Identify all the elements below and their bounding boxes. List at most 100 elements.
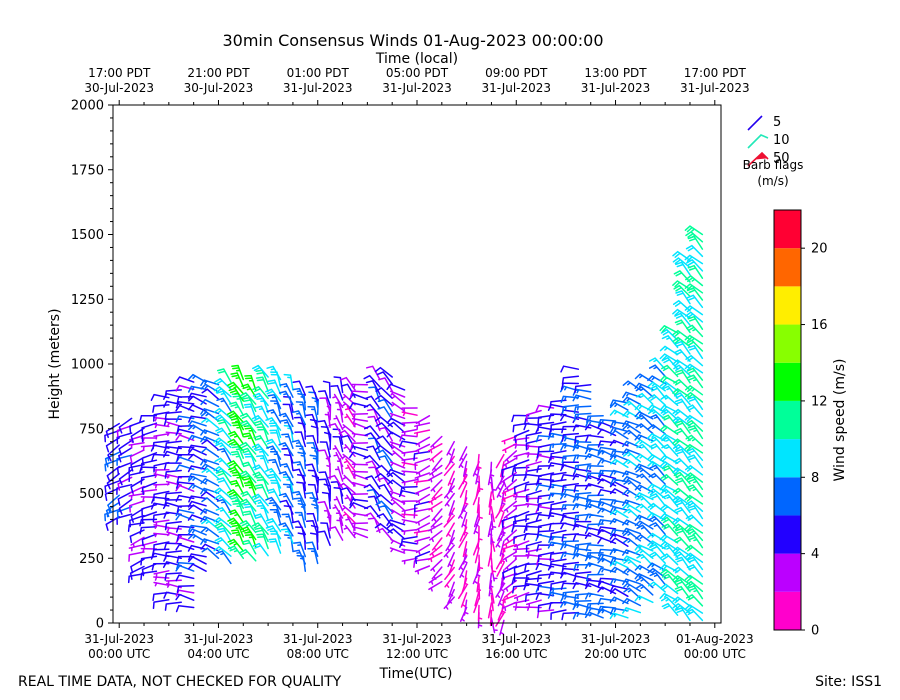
wind-barb: [661, 444, 679, 457]
wind-barb: [229, 401, 245, 417]
wind-barb: [176, 555, 195, 564]
wind-barb: [215, 507, 232, 521]
wind-barb: [201, 439, 220, 451]
wind-barb: [413, 508, 431, 519]
wind-barb: [153, 423, 170, 429]
wind-barb: [187, 563, 207, 572]
wind-barb: [165, 527, 182, 532]
wind-barb: [488, 572, 494, 590]
wind-barb: [175, 484, 195, 492]
wind-barb: [499, 540, 505, 557]
wind-barb: [459, 446, 468, 462]
wind-barb: [151, 453, 170, 462]
wind-barb: [130, 536, 145, 548]
wind-barb: [200, 383, 220, 393]
top-tick-label-date: 30-Jul-2023: [184, 81, 254, 95]
wind-barb: [634, 453, 654, 464]
wind-barb: [307, 406, 319, 423]
wind-barb: [525, 409, 542, 422]
wind-barb: [686, 528, 704, 542]
wind-barb: [188, 415, 207, 423]
top-axis-label: Time (local): [375, 51, 458, 67]
wind-barb: [375, 500, 393, 513]
wind-barb: [401, 557, 418, 565]
wind-barb: [675, 290, 691, 305]
wind-barb: [215, 442, 232, 456]
wind-barb: [463, 599, 469, 616]
top-tick-label-date: 31-Jul-2023: [481, 81, 551, 95]
wind-barb: [328, 526, 344, 541]
wind-barb: [609, 560, 629, 569]
y-tick-label: 1750: [71, 163, 104, 178]
wind-barb: [240, 420, 257, 434]
wind-barb: [342, 511, 356, 524]
wind-barb: [685, 514, 704, 527]
wind-barb: [535, 513, 555, 522]
wind-barb: [514, 510, 530, 525]
wind-barb: [389, 441, 406, 448]
wind-barb: [213, 487, 232, 499]
wind-barb: [256, 533, 269, 550]
wind-barb: [659, 325, 679, 334]
wind-profile-column: [386, 383, 406, 554]
wind-barb: [525, 548, 542, 556]
wind-barb: [265, 468, 282, 482]
wind-barb: [363, 483, 381, 497]
wind-barb: [672, 416, 691, 427]
wind-barb: [463, 489, 469, 507]
colorbar-tick-label: 20: [811, 242, 828, 257]
wind-barb: [398, 440, 418, 448]
wind-barb: [610, 537, 629, 547]
colorbar: 0 4 8 12 16 20: [773, 209, 828, 639]
wind-barb: [672, 546, 691, 557]
wind-barb: [200, 478, 220, 487]
wind-barb: [622, 555, 642, 564]
wind-barb: [561, 461, 580, 470]
wind-barb: [292, 380, 307, 396]
top-tick-label-time: 17:00 PDT: [684, 66, 747, 80]
wind-barb: [443, 463, 455, 477]
wind-barb: [375, 394, 393, 407]
wind-barb: [267, 379, 282, 395]
wind-barb: [378, 377, 393, 392]
wind-barb: [317, 530, 331, 547]
wind-barb: [661, 523, 679, 537]
wind-barb: [352, 481, 369, 488]
wind-barb: [623, 400, 642, 413]
wind-barb: [279, 419, 294, 435]
wind-barb: [649, 493, 666, 507]
top-tick-label-date: 31-Jul-2023: [581, 81, 651, 95]
wind-barb: [317, 449, 331, 465]
wind-barb: [214, 522, 232, 536]
wind-barb: [279, 383, 294, 398]
wind-barb: [252, 392, 269, 407]
wind-barb: [585, 419, 604, 428]
wind-barb: [164, 440, 182, 450]
wind-barb: [635, 583, 654, 596]
wind-barb: [363, 454, 381, 468]
wind-barb: [574, 542, 592, 552]
wind-barb: [399, 485, 418, 494]
wind-barb: [622, 582, 642, 592]
wind-barb: [128, 492, 145, 500]
wind-barb: [217, 447, 232, 463]
wind-barb: [687, 476, 704, 491]
wind-barb: [317, 501, 331, 517]
wind-barb: [295, 401, 307, 418]
wind-barb: [684, 552, 704, 563]
wind-barb: [501, 543, 518, 553]
wind-barb: [176, 504, 195, 513]
wind-barb: [622, 549, 642, 556]
wind-barb: [490, 535, 496, 552]
wind-barb: [573, 454, 592, 462]
wind-barb: [293, 497, 307, 514]
wind-barb: [443, 514, 455, 528]
wind-barb: [609, 505, 629, 513]
wind-barb: [672, 257, 691, 269]
wind-barb: [495, 453, 505, 469]
wind-barb: [636, 392, 654, 405]
wind-barb: [165, 579, 182, 585]
wind-barb: [386, 523, 406, 533]
colorbar-band: [774, 400, 801, 440]
wind-barb: [163, 511, 182, 519]
